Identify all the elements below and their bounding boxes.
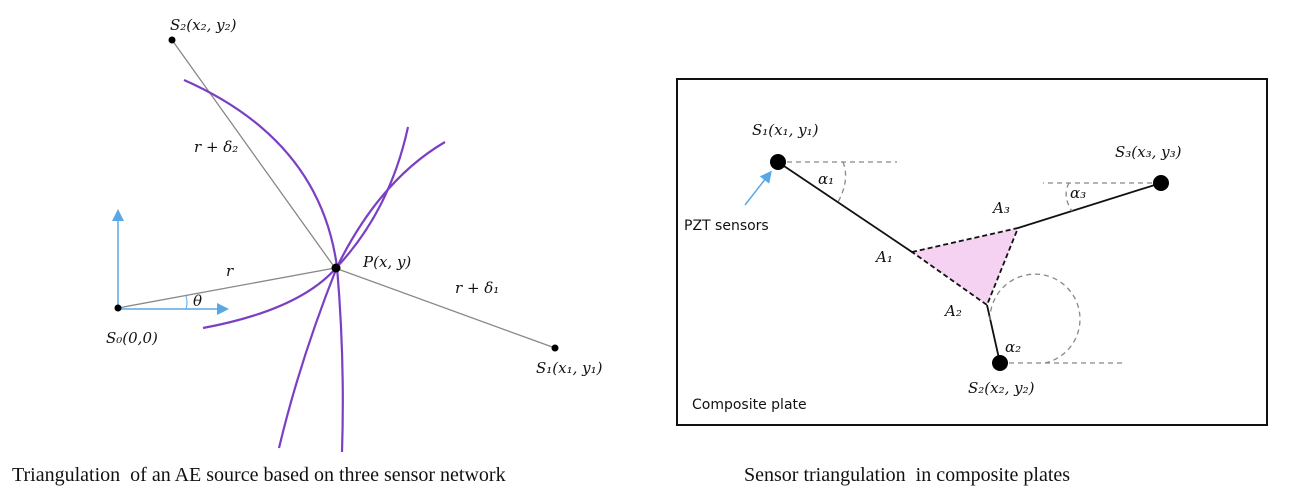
path-s1-a1 [777, 161, 913, 253]
alpha2-arc [989, 273, 1081, 364]
left-caption: Triangulation of an AE source based on t… [12, 464, 506, 486]
source-p-dot [331, 263, 341, 273]
label-alpha2: α₂ [1005, 338, 1021, 356]
pzt-pointer-arrow [744, 170, 772, 206]
label-a1: A₁ [874, 248, 893, 266]
sensor-s2-dot [168, 36, 176, 44]
label-p: P(x, y) [362, 253, 411, 271]
line-s2-p [171, 39, 336, 269]
label-s1: S₁(x₁, y₁) [752, 121, 819, 139]
label-alpha3: α₃ [1070, 184, 1086, 202]
label-a2: A₂ [943, 302, 962, 320]
line-s0-p [117, 267, 336, 309]
sensor-s1-dot [770, 154, 786, 170]
sensor-s0-dot [114, 304, 122, 312]
alpha3-arc [1065, 182, 1073, 212]
sensor-s3-dot [1153, 175, 1169, 191]
pzt-sensors-label: PZT sensors [684, 218, 769, 234]
label-a3: A₃ [991, 199, 1010, 217]
path-s3-a3 [1017, 182, 1162, 229]
label-s2: S₂(x₂, y₂) [968, 379, 1035, 397]
label-s2: S₂(x₂, y₂) [170, 16, 237, 34]
label-s1: S₁(x₁, y₁) [536, 359, 603, 377]
sensor-s1-dot [551, 344, 559, 352]
label-s3: S₃(x₃, y₃) [1115, 143, 1182, 161]
arc-s0 [183, 78, 344, 453]
triangulation-region [909, 226, 1020, 307]
composite-plate-label: Composite plate [692, 397, 807, 413]
composite-plate-border [676, 78, 1268, 426]
right-diagram: S₁(x₁, y₁) S₃(x₃, y₃) S₂(x₂, y₂) A₁ A₂ A… [676, 78, 1268, 486]
sensor-s2-dot [992, 355, 1008, 371]
left-diagram: S₂(x₂, y₂) S₁(x₁, y₁) S₀(0,0) P(x, y) r … [12, 16, 603, 486]
path-s2-a2 [986, 304, 1001, 364]
label-alpha1: α₁ [818, 170, 834, 188]
label-r-delta2: r + δ₂ [194, 138, 238, 156]
label-r: r [226, 262, 234, 280]
label-theta: θ [193, 292, 202, 310]
line-p-s1 [334, 267, 556, 349]
theta-arc [185, 295, 188, 310]
label-r-delta1: r + δ₁ [455, 279, 499, 297]
right-caption: Sensor triangulation in composite plates [744, 464, 1070, 486]
alpha1-arc [837, 161, 847, 203]
label-s0: S₀(0,0) [106, 329, 158, 347]
